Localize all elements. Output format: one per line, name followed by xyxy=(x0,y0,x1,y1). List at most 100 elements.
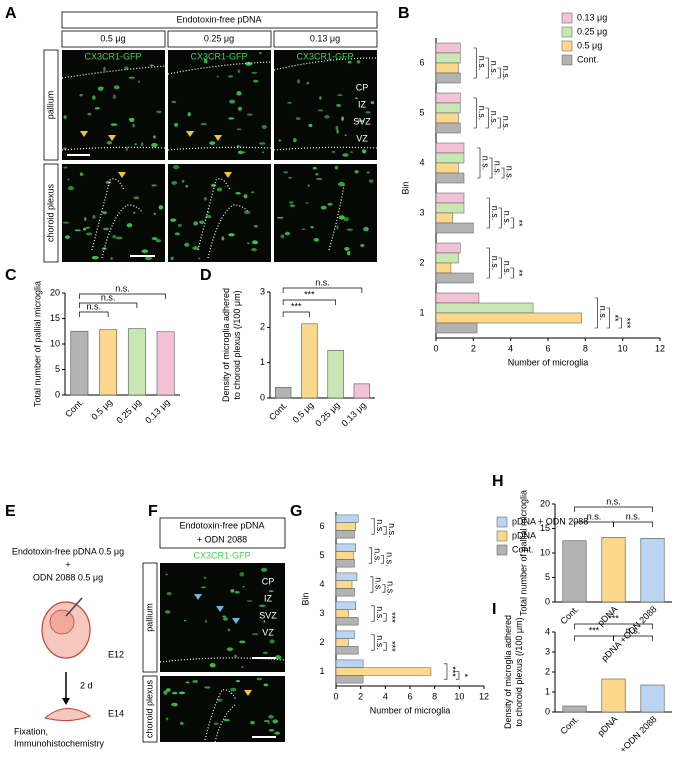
cell xyxy=(151,184,157,187)
significance-label: *** xyxy=(589,625,600,635)
cell xyxy=(246,113,253,116)
cell xyxy=(289,201,294,204)
cell xyxy=(140,142,144,147)
significance-bracket xyxy=(371,605,375,622)
bar xyxy=(435,302,534,314)
cell xyxy=(223,718,230,722)
cell xyxy=(242,585,245,588)
cell xyxy=(91,255,99,260)
cell xyxy=(203,576,207,579)
cell xyxy=(62,221,70,224)
bar xyxy=(435,272,474,284)
cell xyxy=(236,128,242,131)
cell xyxy=(171,702,178,707)
cell xyxy=(178,691,186,695)
arrowhead xyxy=(244,690,252,696)
row-label-box xyxy=(142,675,158,743)
y-tick-label: 0 xyxy=(260,392,265,402)
cell xyxy=(87,112,92,116)
cell xyxy=(179,721,184,725)
cell xyxy=(170,256,174,261)
panel-letter: B xyxy=(398,5,410,22)
stage-label: E12 xyxy=(108,649,124,659)
cell xyxy=(228,233,235,237)
dotted-outline xyxy=(197,178,231,251)
significance-label: n.s. xyxy=(489,111,499,126)
y-tick-label: 3 xyxy=(419,207,424,217)
cell xyxy=(370,100,375,105)
protocol-text: ODN 2088 0.5 μg xyxy=(33,572,103,582)
arrowhead xyxy=(186,131,194,137)
cell xyxy=(272,719,279,724)
layer-label: VZ xyxy=(356,133,368,143)
bar xyxy=(435,322,478,334)
cell xyxy=(243,194,248,199)
cell xyxy=(205,214,212,219)
cell xyxy=(92,214,96,219)
cell xyxy=(137,80,140,83)
cell xyxy=(336,103,341,107)
y-tick-label: 0 xyxy=(55,389,60,399)
column-label: 0.5 μg xyxy=(100,33,125,43)
cell xyxy=(356,60,361,64)
cell xyxy=(132,123,135,128)
cell xyxy=(250,191,255,194)
x-tick-label: 8 xyxy=(432,691,437,701)
cell xyxy=(151,142,158,148)
significance-label: n.s. xyxy=(502,261,512,276)
bar xyxy=(335,667,432,676)
significance-bracket xyxy=(79,311,109,317)
row-label: pallium xyxy=(45,91,55,120)
dotted-outline xyxy=(91,178,125,251)
bar xyxy=(301,323,318,399)
dotted-outline xyxy=(214,704,236,743)
x-tick-label: 0.5 μg xyxy=(291,400,316,425)
significance-label: n.s. xyxy=(386,581,396,596)
x-tick-label: 8 xyxy=(583,343,588,353)
dotted-outline xyxy=(273,57,378,71)
cell xyxy=(259,604,266,608)
cell xyxy=(92,95,96,100)
bar xyxy=(435,122,461,134)
cell xyxy=(246,600,253,602)
cell xyxy=(112,94,116,99)
significance-bracket xyxy=(510,267,514,279)
cell xyxy=(209,662,216,668)
cell xyxy=(335,125,339,131)
bar xyxy=(353,383,371,399)
cell xyxy=(228,75,233,78)
significance-bracket xyxy=(381,584,386,593)
stage-label: E14 xyxy=(108,708,124,718)
y-tick-label: 5 xyxy=(319,550,324,560)
bar xyxy=(335,514,359,523)
cell xyxy=(79,172,84,176)
cell xyxy=(229,99,236,104)
cell xyxy=(141,249,149,254)
y-tick-label: 6 xyxy=(419,57,424,67)
significance-label: n.s. xyxy=(626,511,641,521)
significance-bracket xyxy=(368,547,373,564)
x-tick-label: 0.25 μg xyxy=(115,397,143,425)
cell xyxy=(236,91,242,96)
significance-bracket xyxy=(282,299,336,305)
cell xyxy=(184,242,190,247)
significance-label: n.s. xyxy=(501,116,511,131)
significance-bracket xyxy=(380,555,385,564)
y-tick-label: 5 xyxy=(545,572,550,582)
bar xyxy=(70,330,89,396)
significance-label: n.s. xyxy=(477,106,487,121)
cell xyxy=(350,151,353,154)
cell xyxy=(305,202,309,204)
cell xyxy=(334,165,339,170)
significance-bracket xyxy=(497,117,501,129)
y-tick-label: 4 xyxy=(419,157,424,167)
bar xyxy=(335,580,353,589)
panel-letter: D xyxy=(200,267,212,284)
bar xyxy=(335,522,356,531)
cell xyxy=(125,146,128,152)
significance-bracket xyxy=(574,623,653,629)
x-axis-label: Number of microglia xyxy=(370,705,451,715)
cell xyxy=(268,590,274,593)
stain-label: CX3CR1-GFP xyxy=(296,51,353,61)
